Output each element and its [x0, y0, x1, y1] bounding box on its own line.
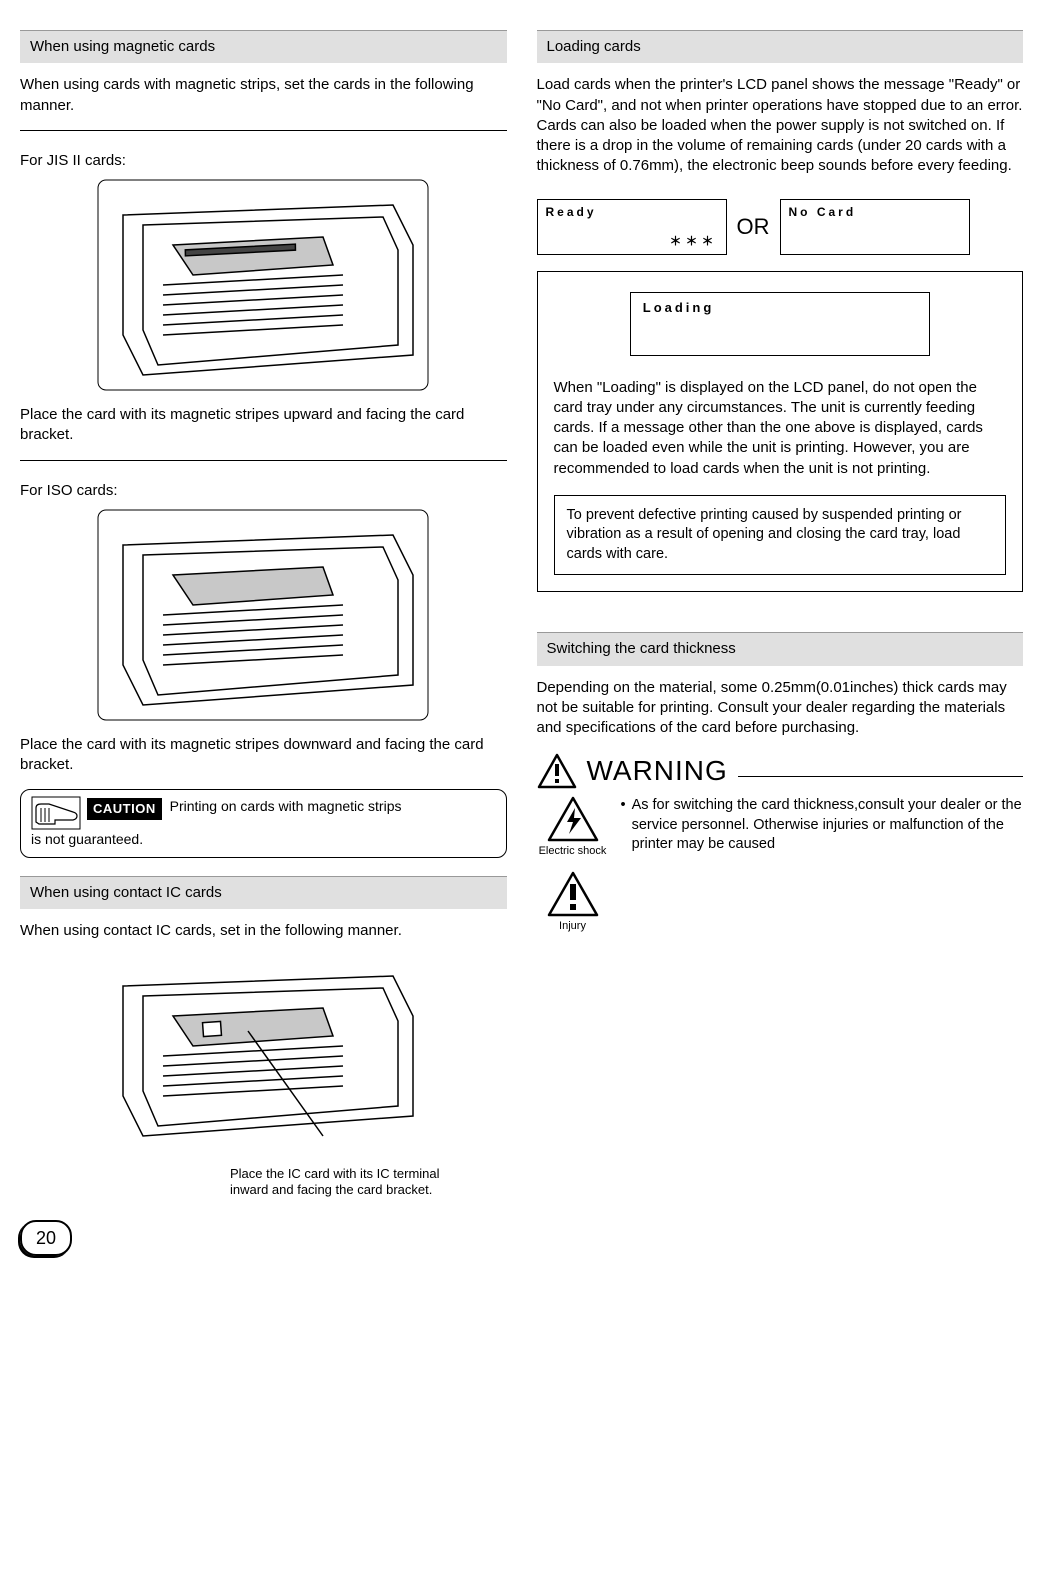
warning-label: WARNING — [587, 752, 728, 790]
iso-label: For ISO cards: — [20, 481, 507, 501]
divider — [20, 460, 507, 461]
section-header-loading: Loading cards — [537, 30, 1024, 63]
left-column: When using magnetic cards When using car… — [20, 30, 507, 1256]
loading-note: When "Loading" is displayed on the LCD p… — [554, 378, 1007, 479]
hazard-shock: Electric shock — [537, 796, 609, 859]
injury-icon — [547, 871, 599, 917]
lcd-nocard-text: No Card — [789, 205, 857, 219]
warning-triangle-icon — [537, 753, 577, 789]
lcd-ready: Ready ＊＊＊ — [537, 199, 727, 255]
lcd-loading: Loading — [630, 292, 930, 356]
page-number: 20 — [20, 1220, 72, 1256]
jis-label: For JIS II cards: — [20, 151, 507, 171]
right-column: Loading cards Load cards when the printe… — [537, 30, 1024, 1256]
hazard-injury-label: Injury — [559, 920, 586, 932]
section-header-thickness: Switching the card thickness — [537, 632, 1024, 665]
jis-card-illustration — [93, 175, 433, 395]
lcd-loading-text: Loading — [643, 300, 715, 315]
magnetic-intro: When using cards with magnetic strips, s… — [20, 75, 507, 116]
loading-panel: Loading When "Loading" is displayed on t… — [537, 271, 1024, 593]
warning-rule — [738, 776, 1023, 777]
caution-text-line2: is not guaranteed. — [31, 830, 496, 849]
warning-bullet: • As for switching the card thickness,co… — [621, 796, 1024, 855]
warning-bullet-text: As for switching the card thickness,cons… — [632, 796, 1023, 855]
lcd-ready-stars: ＊＊＊ — [669, 233, 717, 249]
pointing-hand-icon — [31, 796, 81, 830]
thickness-intro: Depending on the material, some 0.25mm(0… — [537, 678, 1024, 739]
caution-box: CAUTION Printing on cards with magnetic … — [20, 789, 507, 858]
lcd-row: Ready ＊＊＊ OR No Card — [537, 199, 1024, 255]
iso-card-illustration — [93, 505, 433, 725]
divider — [20, 130, 507, 131]
electric-shock-icon — [547, 796, 599, 842]
ic-intro: When using contact IC cards, set in the … — [20, 921, 507, 941]
section-header-magnetic: When using magnetic cards — [20, 30, 507, 63]
jis-caption: Place the card with its magnetic stripes… — [20, 405, 507, 446]
hazard-shock-label: Electric shock — [539, 845, 607, 857]
section-header-ic: When using contact IC cards — [20, 876, 507, 909]
lcd-ready-text: Ready — [546, 205, 597, 219]
iso-caption: Place the card with its magnetic stripes… — [20, 735, 507, 776]
hazard-injury: Injury — [537, 871, 609, 934]
ic-callout: Place the IC card with its IC terminal i… — [230, 1166, 480, 1199]
or-label: OR — [737, 212, 770, 242]
lcd-nocard: No Card — [780, 199, 970, 255]
caution-badge: CAUTION — [87, 798, 162, 820]
loading-inner-note: To prevent defective printing caused by … — [554, 495, 1007, 576]
ic-card-illustration — [93, 956, 433, 1156]
loading-intro: Load cards when the printer's LCD panel … — [537, 75, 1024, 176]
warning-header: WARNING — [537, 752, 1024, 790]
caution-text-line1: Printing on cards with magnetic strips — [170, 798, 402, 814]
